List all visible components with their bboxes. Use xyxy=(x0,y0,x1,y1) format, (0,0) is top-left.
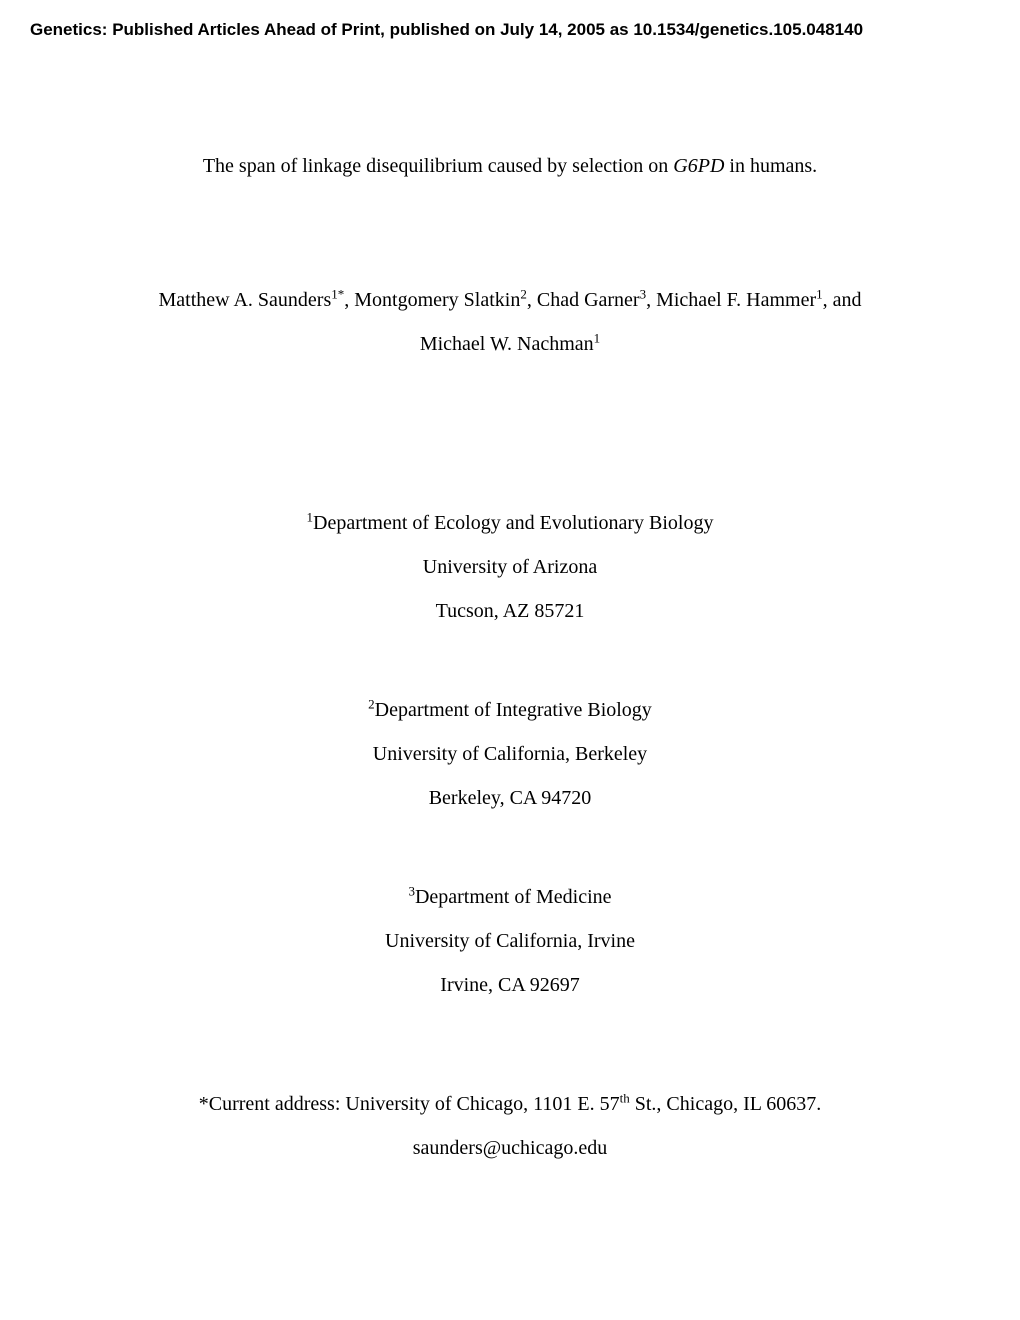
affil-dept-text: Department of Ecology and Evolutionary B… xyxy=(313,512,713,534)
affiliation-2: 2Department of Integrative Biology Unive… xyxy=(368,688,652,820)
title-suffix: in humans. xyxy=(724,155,817,177)
paper-title: The span of linkage disequilibrium cause… xyxy=(203,155,817,178)
author-line-1: Matthew A. Saunders1*, Montgomery Slatki… xyxy=(158,278,861,322)
author-name: , Montgomery Slatkin xyxy=(344,289,520,311)
affil-city: Irvine, CA 92697 xyxy=(385,963,635,1007)
affil-dept: 1Department of Ecology and Evolutionary … xyxy=(307,501,714,545)
affil-univ: University of Arizona xyxy=(307,545,714,589)
affil-dept-text: Department of Integrative Biology xyxy=(375,699,652,721)
footnote-email: saunders@uchicago.edu xyxy=(199,1126,821,1170)
affiliation-3: 3Department of Medicine University of Ca… xyxy=(385,875,635,1007)
affil-dept-text: Department of Medicine xyxy=(415,886,612,908)
author-list: Matthew A. Saunders1*, Montgomery Slatki… xyxy=(158,278,861,366)
author-name: , Michael F. Hammer xyxy=(646,289,816,311)
gene-name: G6PD xyxy=(673,155,724,177)
affil-city: Berkeley, CA 94720 xyxy=(368,776,652,820)
affil-dept: 3Department of Medicine xyxy=(385,875,635,919)
affiliation-1: 1Department of Ecology and Evolutionary … xyxy=(307,501,714,633)
footnote-text: *Current address: University of Chicago,… xyxy=(199,1093,620,1115)
title-prefix: The span of linkage disequilibrium cause… xyxy=(203,155,673,177)
affil-city: Tucson, AZ 85721 xyxy=(307,589,714,633)
author-name: , Chad Garner xyxy=(527,289,640,311)
author-name: Michael W. Nachman xyxy=(420,333,594,355)
author-affil-sup: 1* xyxy=(331,286,344,301)
author-line-2: Michael W. Nachman1 xyxy=(158,322,861,366)
footnote-text: St., Chicago, IL 60637. xyxy=(630,1093,821,1115)
author-affil-sup: 1 xyxy=(594,330,601,345)
footnote-address: *Current address: University of Chicago,… xyxy=(199,1082,821,1126)
ordinal-sup: th xyxy=(620,1090,630,1105)
paper-content: The span of linkage disequilibrium cause… xyxy=(0,155,1020,1170)
author-conjunction: , and xyxy=(823,289,862,311)
affil-univ: University of California, Irvine xyxy=(385,919,635,963)
publication-banner: Genetics: Published Articles Ahead of Pr… xyxy=(0,20,1020,40)
affil-univ: University of California, Berkeley xyxy=(368,732,652,776)
affil-dept: 2Department of Integrative Biology xyxy=(368,688,652,732)
current-address-footnote: *Current address: University of Chicago,… xyxy=(199,1082,821,1170)
author-name: Matthew A. Saunders xyxy=(158,289,331,311)
